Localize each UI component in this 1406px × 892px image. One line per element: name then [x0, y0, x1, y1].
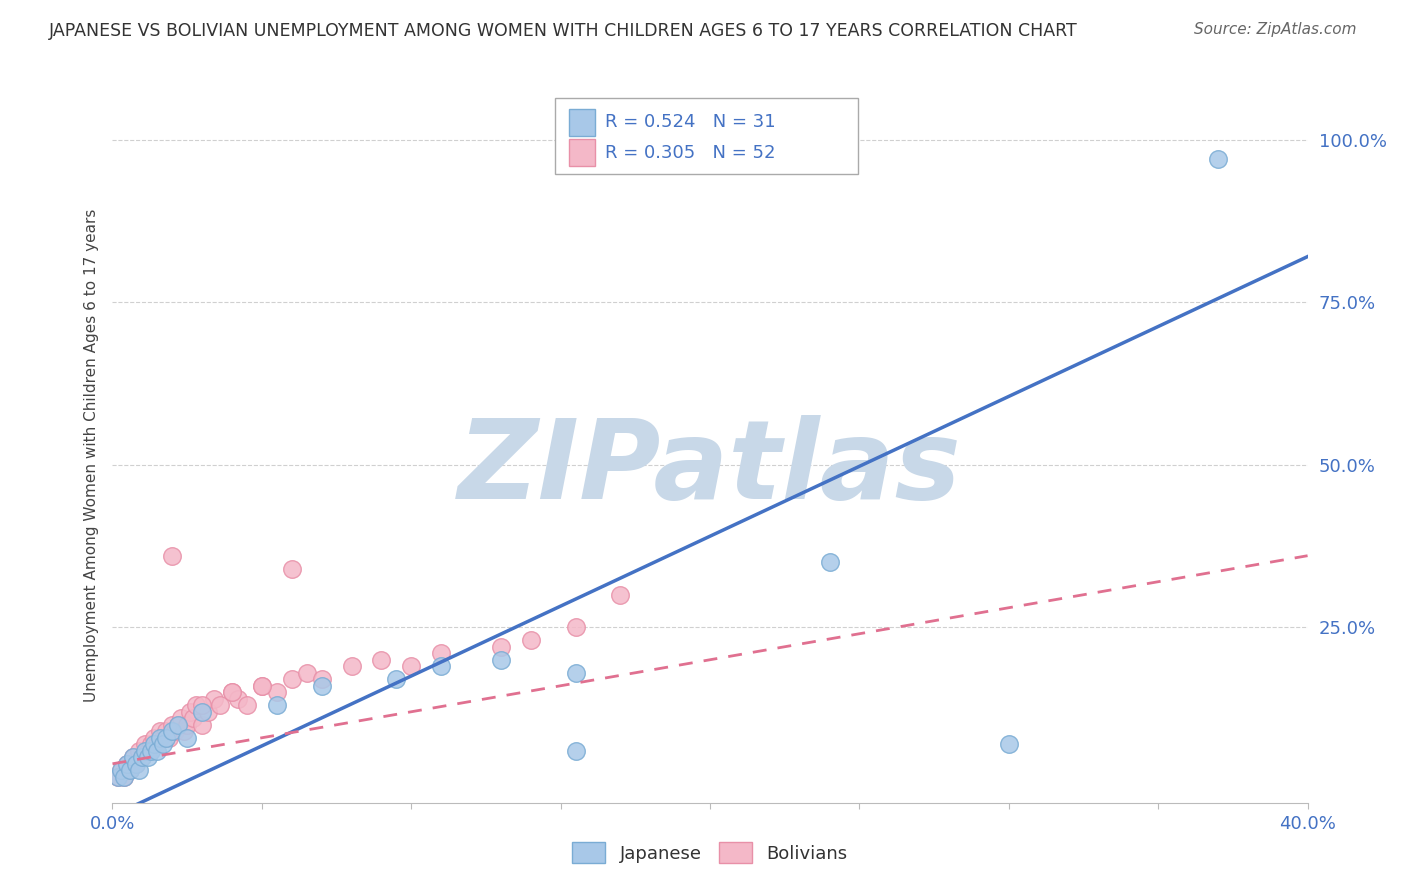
Point	[520, 633, 543, 648]
Y-axis label: Unemployment Among Women with Children Ages 6 to 17 years: Unemployment Among Women with Children A…	[83, 208, 98, 702]
Text: Source: ZipAtlas.com: Source: ZipAtlas.com	[1194, 22, 1357, 37]
Point	[125, 756, 148, 771]
Point	[281, 672, 304, 686]
Point	[167, 718, 190, 732]
Point	[117, 756, 139, 771]
Point	[141, 737, 163, 751]
Point	[107, 770, 129, 784]
Point	[202, 691, 225, 706]
Point	[221, 685, 243, 699]
Point	[125, 756, 148, 771]
Point	[131, 750, 153, 764]
Point	[149, 724, 172, 739]
Point	[186, 698, 208, 713]
Point	[609, 588, 631, 602]
Point	[110, 764, 132, 778]
Point	[179, 705, 201, 719]
Point	[176, 718, 198, 732]
Point	[157, 731, 180, 745]
Point	[221, 685, 243, 699]
Point	[146, 744, 169, 758]
Point	[114, 770, 135, 784]
Point	[128, 744, 150, 758]
Text: R = 0.524   N = 31: R = 0.524 N = 31	[605, 113, 775, 131]
Point	[191, 698, 214, 713]
Point	[110, 764, 132, 778]
Point	[107, 770, 129, 784]
Text: R = 0.305   N = 52: R = 0.305 N = 52	[605, 144, 775, 161]
Point	[401, 659, 423, 673]
Point	[489, 653, 512, 667]
Point	[197, 705, 219, 719]
Point	[181, 711, 204, 725]
Point	[818, 555, 841, 569]
Point	[141, 744, 163, 758]
Point	[295, 665, 318, 680]
Point	[138, 744, 160, 758]
Point	[173, 724, 195, 739]
Text: JAPANESE VS BOLIVIAN UNEMPLOYMENT AMONG WOMEN WITH CHILDREN AGES 6 TO 17 YEARS C: JAPANESE VS BOLIVIAN UNEMPLOYMENT AMONG …	[49, 22, 1078, 40]
Point	[149, 731, 172, 745]
Point	[1206, 152, 1229, 166]
Point	[114, 770, 135, 784]
Point	[176, 731, 198, 745]
Point	[385, 672, 408, 686]
Point	[170, 711, 193, 725]
Point	[162, 549, 183, 563]
Point	[143, 731, 166, 745]
Point	[146, 737, 169, 751]
Point	[266, 685, 288, 699]
Point	[340, 659, 363, 673]
Point	[209, 698, 232, 713]
Text: ZIPatlas: ZIPatlas	[458, 416, 962, 523]
Point	[191, 718, 214, 732]
Point	[564, 665, 586, 680]
Point	[564, 620, 586, 634]
Point	[998, 737, 1021, 751]
Point	[167, 718, 190, 732]
Point	[191, 705, 214, 719]
Point	[311, 672, 333, 686]
Point	[226, 691, 249, 706]
Point	[128, 764, 150, 778]
Point	[564, 744, 586, 758]
Point	[152, 731, 174, 745]
Point	[236, 698, 259, 713]
Point	[152, 737, 174, 751]
Point	[489, 640, 512, 654]
Point	[143, 737, 166, 751]
Point	[138, 750, 160, 764]
Point	[430, 646, 453, 660]
Point	[155, 724, 177, 739]
Point	[134, 744, 156, 758]
Point	[120, 764, 142, 778]
Point	[370, 653, 392, 667]
Point	[155, 731, 177, 745]
Legend: Japanese, Bolivians: Japanese, Bolivians	[565, 835, 855, 871]
Point	[281, 562, 304, 576]
Point	[131, 750, 153, 764]
Point	[165, 724, 187, 739]
Point	[311, 679, 333, 693]
Point	[122, 750, 145, 764]
Point	[266, 698, 288, 713]
Point	[430, 659, 453, 673]
Point	[120, 764, 142, 778]
Point	[122, 750, 145, 764]
Point	[117, 756, 139, 771]
Point	[162, 718, 183, 732]
Point	[250, 679, 273, 693]
Point	[162, 724, 183, 739]
Point	[134, 737, 156, 751]
Point	[250, 679, 273, 693]
